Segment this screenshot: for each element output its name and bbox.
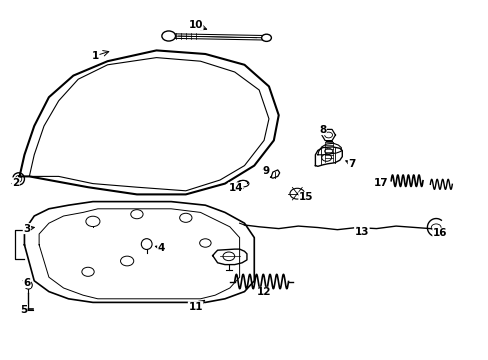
Text: 5: 5 <box>20 305 27 315</box>
Circle shape <box>261 34 271 41</box>
Text: 15: 15 <box>298 192 313 202</box>
Text: 8: 8 <box>319 125 325 135</box>
Text: 2: 2 <box>12 178 19 188</box>
Text: 16: 16 <box>432 228 447 238</box>
Text: 1: 1 <box>92 51 99 61</box>
Text: 7: 7 <box>347 159 355 169</box>
Text: 14: 14 <box>228 183 243 193</box>
Text: 11: 11 <box>188 302 203 312</box>
Text: 9: 9 <box>263 166 269 176</box>
Text: 12: 12 <box>256 287 271 297</box>
Text: 17: 17 <box>373 178 388 188</box>
Text: 13: 13 <box>354 227 368 237</box>
Circle shape <box>162 31 175 41</box>
Text: 4: 4 <box>157 243 165 253</box>
Text: 6: 6 <box>23 278 30 288</box>
Text: 3: 3 <box>23 224 30 234</box>
Text: 10: 10 <box>188 20 203 30</box>
